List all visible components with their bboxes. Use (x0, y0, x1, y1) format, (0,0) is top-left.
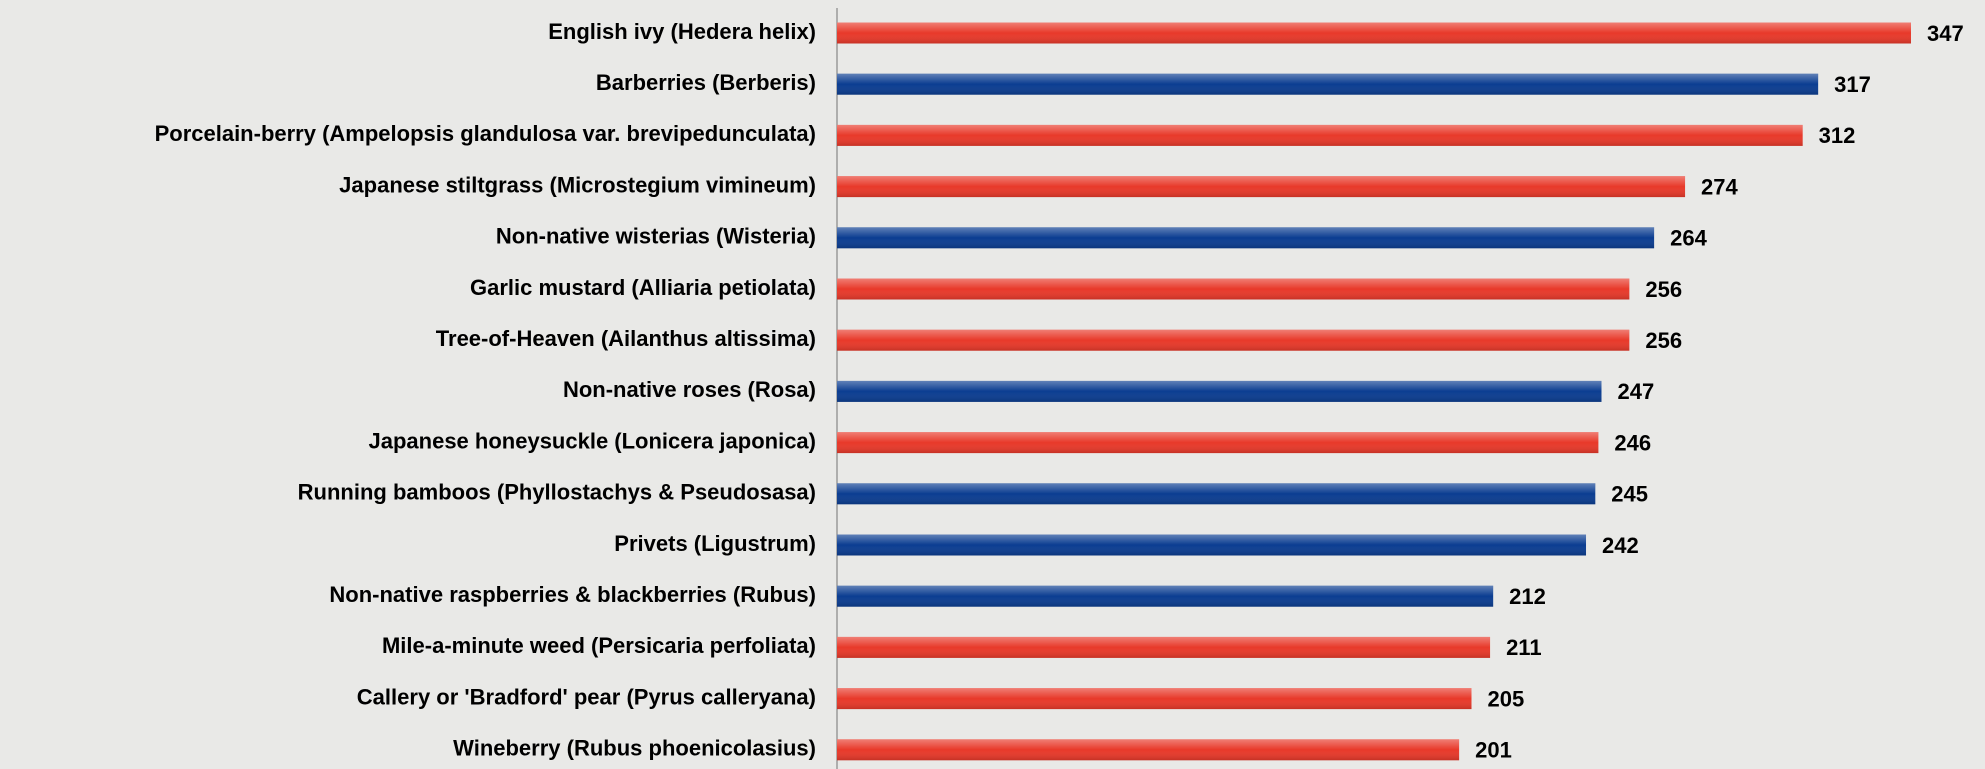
bar-shine (837, 73, 1819, 95)
category-label: Mile-a-minute weed (Persicaria perfoliat… (382, 633, 816, 658)
value-label: 247 (1617, 379, 1654, 404)
category-label: Non-native roses (Rosa) (563, 377, 816, 402)
category-label: Porcelain-berry (Ampelopsis glandulosa v… (155, 121, 816, 146)
category-label: Callery or 'Bradford' pear (Pyrus caller… (357, 684, 816, 709)
bar-shine (837, 483, 1596, 505)
bar-shine (837, 176, 1686, 198)
bar-shine (837, 534, 1587, 556)
value-label: 205 (1487, 686, 1524, 711)
value-label: 212 (1509, 584, 1546, 609)
value-label: 245 (1611, 482, 1648, 507)
category-label: Wineberry (Rubus phoenicolasius) (453, 736, 816, 761)
bar-shine (837, 636, 1491, 658)
bar-shine (837, 329, 1630, 351)
value-label: 256 (1645, 328, 1682, 353)
value-label: 347 (1927, 21, 1964, 46)
value-label: 264 (1670, 226, 1707, 251)
value-label: 201 (1475, 738, 1512, 763)
value-label: 256 (1645, 277, 1682, 302)
bar-shine (837, 22, 1911, 44)
bar-shine (837, 124, 1803, 146)
bar-shine (837, 432, 1599, 454)
category-label: Privets (Ligustrum) (614, 531, 816, 556)
bar-shine (837, 227, 1655, 249)
category-label: English ivy (Hedera helix) (548, 19, 816, 44)
bar-shine (837, 278, 1630, 300)
value-label: 312 (1819, 123, 1856, 148)
value-label: 242 (1602, 533, 1639, 558)
value-label: 274 (1701, 174, 1738, 199)
value-label: 317 (1834, 72, 1871, 97)
category-label: Non-native wisterias (Wisteria) (496, 224, 816, 249)
bar-shine (837, 688, 1472, 710)
value-label: 211 (1506, 635, 1542, 660)
category-label: Japanese honeysuckle (Lonicera japonica) (369, 428, 817, 453)
bar-shine (837, 739, 1460, 761)
category-label: Barberries (Berberis) (596, 70, 816, 95)
category-label: Non-native raspberries & blackberries (R… (329, 582, 816, 607)
category-label: Japanese stiltgrass (Microstegium vimine… (339, 172, 816, 197)
category-label: Tree-of-Heaven (Ailanthus altissima) (436, 326, 816, 351)
bar-shine (837, 585, 1494, 607)
value-label: 246 (1614, 430, 1651, 455)
bar-shine (837, 380, 1602, 402)
category-label: Running bamboos (Phyllostachys & Pseudos… (298, 480, 816, 505)
category-label: Garlic mustard (Alliaria petiolata) (470, 275, 816, 300)
